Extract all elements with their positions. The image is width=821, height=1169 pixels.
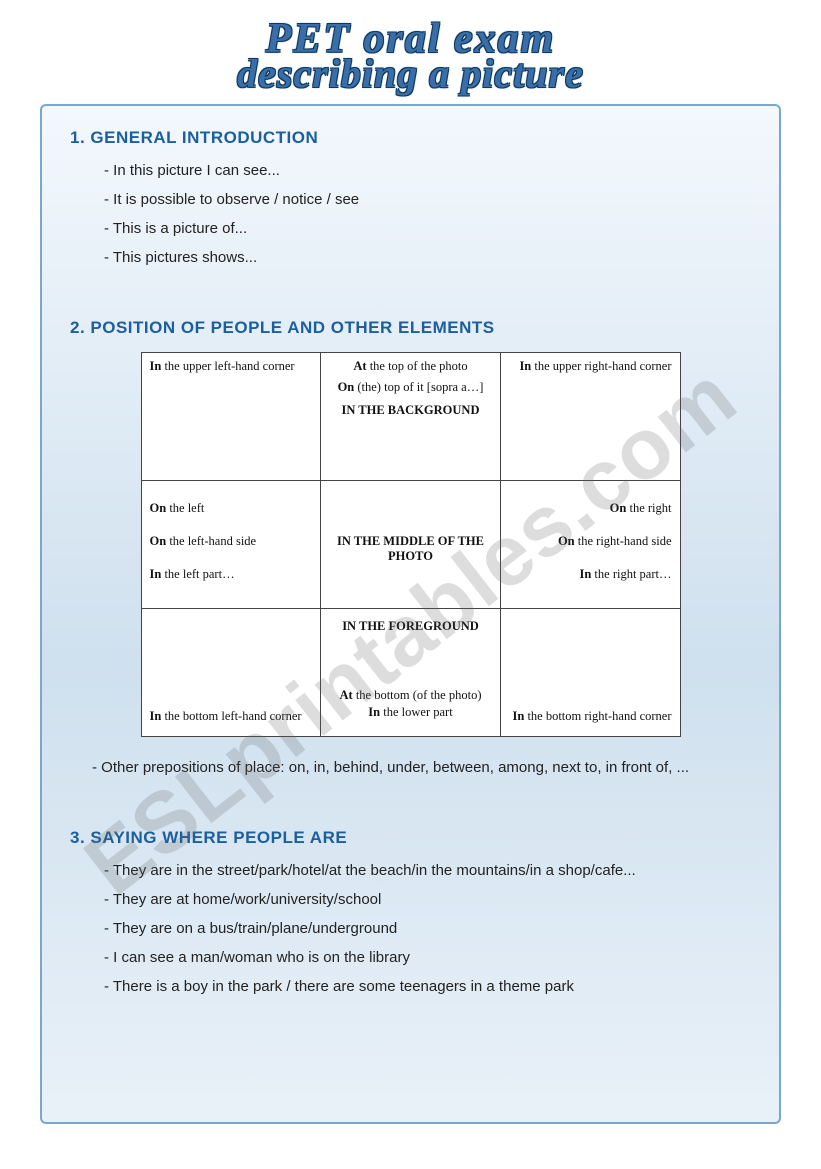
page: PET oral exam describing a picture 1. GE… <box>0 0 821 1169</box>
cell-top-center: At the top of the photoOn (the) top of i… <box>321 353 501 481</box>
section1-item: - In this picture I can see... <box>104 162 751 179</box>
cell-bottom-center: IN THE FOREGROUNDAt the bottom (of the p… <box>321 609 501 737</box>
section1-item: - This is a picture of... <box>104 220 751 237</box>
section1-header: 1. GENERAL INTRODUCTION <box>70 128 751 148</box>
content-panel: 1. GENERAL INTRODUCTION - In this pictur… <box>40 104 781 1124</box>
cell-middle: IN THE MIDDLE OF THE PHOTO <box>321 481 501 609</box>
section3-item: - They are at home/work/university/schoo… <box>104 891 751 908</box>
title-line-2: describing a picture <box>40 54 781 94</box>
position-table-wrap: In the upper left-hand corner At the top… <box>70 352 751 737</box>
spacer <box>70 278 751 302</box>
cell-upper-right: In the upper right-hand corner <box>500 353 680 481</box>
section3-item: - They are in the street/park/hotel/at t… <box>104 862 751 879</box>
section3-item: - There is a boy in the park / there are… <box>104 978 751 995</box>
table-row: In the bottom left-hand corner IN THE FO… <box>141 609 680 737</box>
cell-bottom-right: In the bottom right-hand corner <box>500 609 680 737</box>
cell-upper-left: In the upper left-hand corner <box>141 353 321 481</box>
document-title: PET oral exam describing a picture <box>40 18 781 94</box>
cell-left: On the leftOn the left-hand sideIn the l… <box>141 481 321 609</box>
position-table: In the upper left-hand corner At the top… <box>141 352 681 737</box>
section2-footnote: - Other prepositions of place: on, in, b… <box>92 759 751 776</box>
section2-header: 2. POSITION OF PEOPLE AND OTHER ELEMENTS <box>70 318 751 338</box>
cell-bottom-left: In the bottom left-hand corner <box>141 609 321 737</box>
section3-item: - I can see a man/woman who is on the li… <box>104 949 751 966</box>
section1-item: - It is possible to observe / notice / s… <box>104 191 751 208</box>
section1-item: - This pictures shows... <box>104 249 751 266</box>
table-row: In the upper left-hand corner At the top… <box>141 353 680 481</box>
section3-header: 3. SAYING WHERE PEOPLE ARE <box>70 828 751 848</box>
section3-item: - They are on a bus/train/plane/undergro… <box>104 920 751 937</box>
spacer <box>70 788 751 812</box>
table-row: On the leftOn the left-hand sideIn the l… <box>141 481 680 609</box>
cell-right: On the rightOn the right-hand sideIn the… <box>500 481 680 609</box>
